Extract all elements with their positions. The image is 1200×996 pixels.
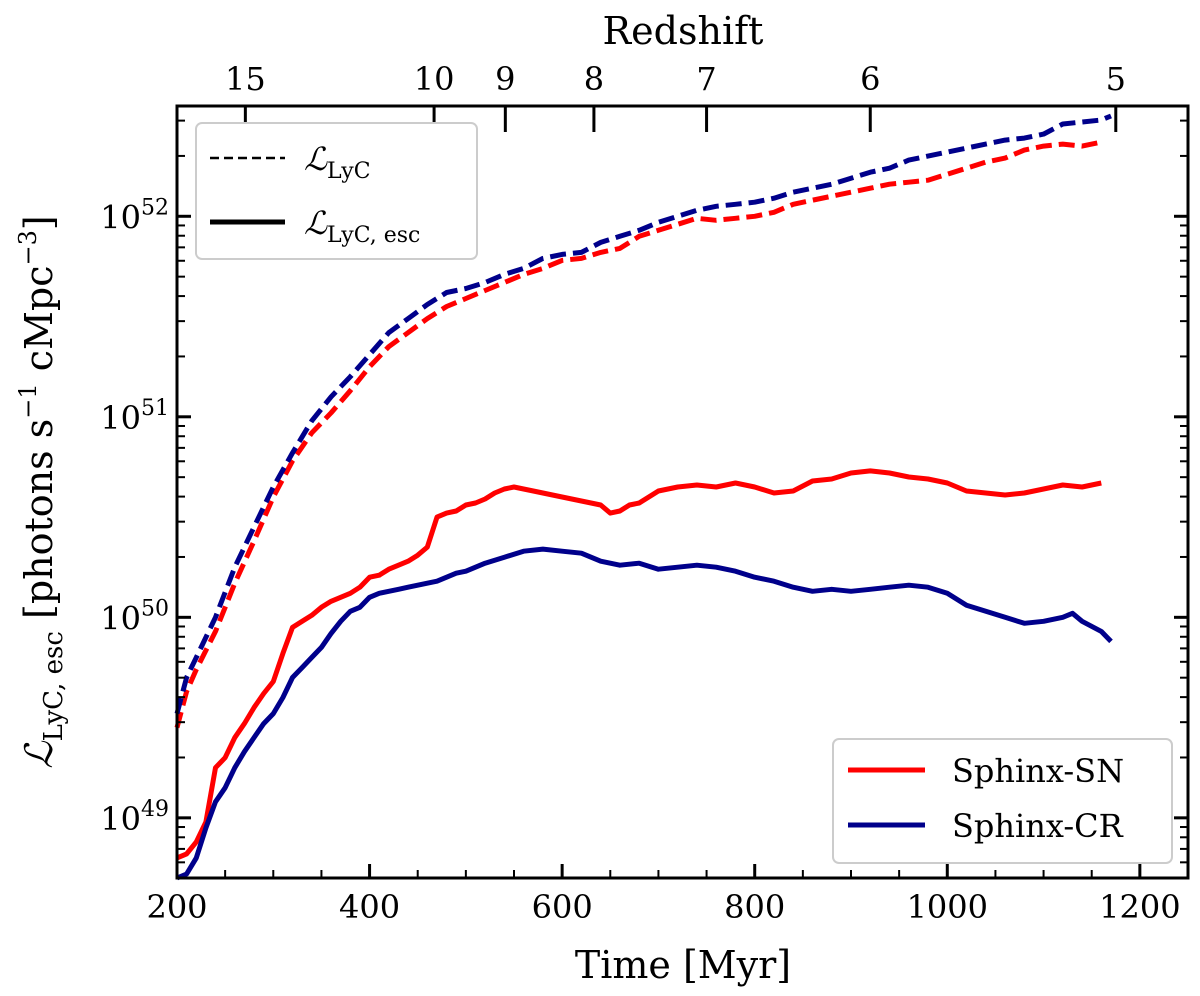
x-tick-label: 1200 <box>1099 888 1180 926</box>
y-axis-unit-mid: cMpc <box>17 265 61 383</box>
y-tick-exponent: 50 <box>141 596 169 621</box>
x-tick-label: 800 <box>724 888 785 926</box>
plot-frame <box>175 104 1190 880</box>
y-axis-unit-open: [photons s <box>17 419 61 619</box>
linestyle-legend: ℒLyC ℒLyC, esc <box>195 122 478 260</box>
legend-solid-label: ℒLyC, esc <box>304 204 420 248</box>
y-axis-unit-exp1: −1 <box>14 383 42 418</box>
y-tick-base: 10 <box>100 198 141 236</box>
series-line-sphinx-sn-solid <box>176 468 1102 861</box>
y-axis-symbol: ℒ <box>17 740 61 769</box>
top-tick-label: 8 <box>584 60 604 98</box>
x-tick-label: 200 <box>146 888 207 926</box>
legend-sn-label: Sphinx-SN <box>952 752 1124 790</box>
y-tick-label: 1049 <box>100 797 169 838</box>
series-line-sphinx-sn-dashed <box>174 139 1102 729</box>
top-axis-title: Redshift <box>603 9 764 53</box>
top-tick-label: 10 <box>414 60 455 98</box>
y-tick-base: 10 <box>100 399 141 437</box>
y-tick-label: 1052 <box>100 195 169 236</box>
legend-solid-symbol: ℒ <box>304 204 328 242</box>
y-tick-exponent: 52 <box>141 195 169 220</box>
y-tick-base: 10 <box>100 599 141 637</box>
legend-dashed-label: ℒLyC <box>304 140 371 184</box>
y-axis-unit-exp2: −3 <box>14 230 42 265</box>
series-line-sphinx-cr-solid <box>176 546 1113 881</box>
top-tick-label: 9 <box>495 60 515 98</box>
y-tick-label: 1050 <box>100 596 169 637</box>
series-line-sphinx-cr-dashed <box>174 113 1112 715</box>
y-tick-base: 10 <box>100 800 141 838</box>
y-tick-exponent: 49 <box>141 797 169 822</box>
series-legend: Sphinx-SN Sphinx-CR <box>832 738 1173 864</box>
legend-dashed-symbol: ℒ <box>304 140 328 178</box>
top-tick-label: 7 <box>696 60 716 98</box>
top-tick-label: 6 <box>860 60 880 98</box>
y-axis-subscript: LyC, esc <box>39 631 69 741</box>
y-axis-unit-close: ] <box>17 215 61 230</box>
legend-dashed-sub: LyC <box>327 159 370 184</box>
y-tick-label: 1051 <box>100 396 169 437</box>
x-tick-label: 600 <box>532 888 593 926</box>
x-tick-label: 1000 <box>907 888 988 926</box>
legend-cr-label: Sphinx-CR <box>952 807 1124 845</box>
top-tick-label: 5 <box>1106 60 1126 98</box>
legend-solid-sub: LyC, esc <box>327 223 420 248</box>
x-axis-title: Time [Myr] <box>575 943 791 987</box>
y-tick-exponent: 51 <box>141 396 169 421</box>
top-tick-label: 15 <box>225 60 266 98</box>
x-tick-label: 400 <box>339 888 400 926</box>
y-axis-title: ℒLyC, esc [photons s−1 cMpc−3] <box>14 215 69 768</box>
plot-lines-layer <box>174 113 1113 881</box>
